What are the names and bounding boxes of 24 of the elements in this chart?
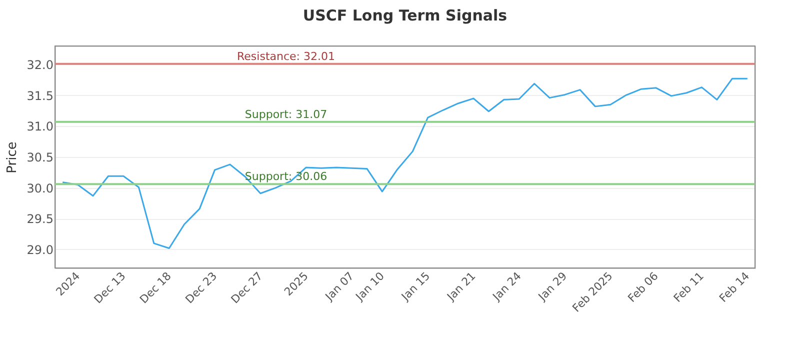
ref-line-label: Support: 30.06 [244,170,328,184]
ref-line-label: Support: 31.07 [244,108,328,121]
x-tick-label: Dec 27 [228,270,266,306]
x-tick-label: Dec 18 [137,270,174,306]
x-tick-label: Jan 21 [444,270,478,304]
y-tick-label: 29.0 [26,243,54,257]
chart-title: USCF Long Term Signals [302,6,508,24]
y-axis-title: Price [4,142,20,174]
line-series [62,78,748,250]
x-tick-label: Feb 11 [671,270,706,305]
y-tick-label: 29.5 [26,212,54,226]
x-tick-label: Dec 23 [182,270,220,306]
y-tick-label: 31.5 [26,88,54,103]
x-tick-label: Jan 29 [535,270,570,304]
x-tick-label: Feb 06 [625,270,661,305]
ref-line-label: Resistance: 32.01 [237,50,335,63]
x-tick-label: Jan 24 [490,270,524,304]
x-tick-label: Jan 15 [398,270,433,304]
y-tick-label: 31.0 [26,120,54,134]
y-tick-label: 30.5 [26,150,54,164]
y-tick-label: 32.0 [26,58,54,72]
x-tick-label: Feb 14 [716,270,752,305]
y-tick-label: 30.0 [26,181,54,196]
x-tick-label: Dec 13 [92,270,128,306]
